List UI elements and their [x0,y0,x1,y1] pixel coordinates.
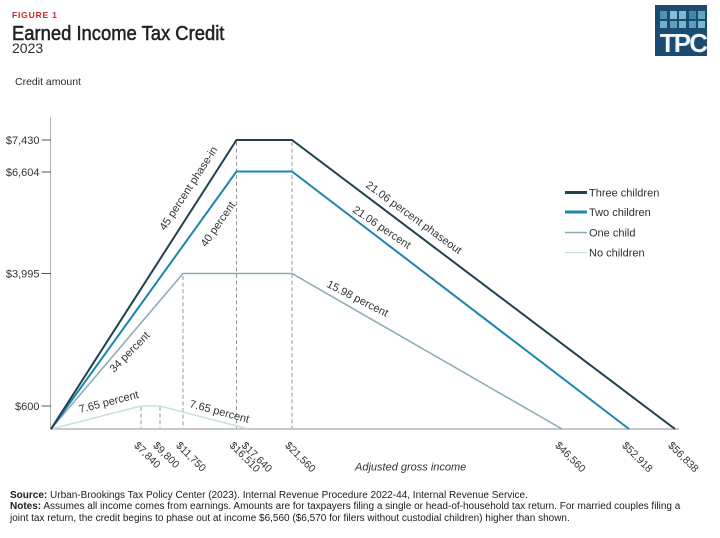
svg-text:7.65 percent: 7.65 percent [78,389,140,416]
svg-text:One child: One child [589,228,635,240]
svg-text:Two children: Two children [589,207,651,219]
svg-text:$52,918: $52,918 [619,440,654,475]
svg-text:$11,750: $11,750 [173,440,208,475]
svg-text:$3,995: $3,995 [6,269,40,281]
svg-text:$21,560: $21,560 [282,440,317,475]
svg-text:Three children: Three children [589,188,659,200]
svg-text:$600: $600 [15,401,39,413]
svg-text:$7,430: $7,430 [6,135,40,147]
svg-text:$56,838: $56,838 [665,440,700,475]
svg-text:15.98 percent: 15.98 percent [325,278,390,319]
svg-text:$6,604: $6,604 [6,167,40,179]
svg-text:Adjusted gross income: Adjusted gross income [354,462,466,474]
svg-text:$46,560: $46,560 [552,440,587,475]
svg-text:40 percent: 40 percent [199,200,239,249]
svg-text:No children: No children [589,248,645,260]
svg-text:45 percent phase-in: 45 percent phase-in [157,145,220,233]
